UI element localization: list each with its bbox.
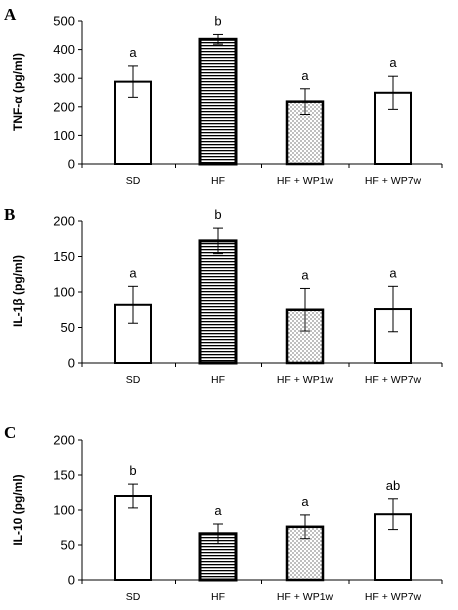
y-tick-label: 100 [53,285,75,300]
y-axis-label: TNF-α (pg/ml) [11,53,25,131]
x-tick-label: HF + WP1w [277,175,334,187]
y-axis-label: IL-1β (pg/ml) [11,255,25,327]
plot-area: 0 50 100 150 200 a SD b HF a HF + WP1w a HF + WP7w [53,207,443,386]
y-axis-label: IL-10 (pg/ml) [11,474,25,545]
y-tick-label: 400 [53,42,75,57]
panel-letter: C [4,423,16,442]
y-tick-label: 200 [53,99,75,114]
significance-label: b [214,13,221,28]
x-tick-label: HF + WP7w [365,175,422,187]
plot-area: 0 50 100 150 200 b SD a HF a HF + WP1w ab HF + WP7w [53,433,443,603]
significance-label: a [301,68,309,83]
y-tick-label: 0 [68,356,75,371]
significance-label: a [129,265,137,280]
panel-letter: A [4,5,17,24]
x-tick-label: HF [211,175,225,187]
significance-label: b [129,463,136,478]
significance-label: a [301,267,309,282]
x-tick-label: HF + WP7w [365,591,422,603]
significance-label: a [389,55,397,70]
y-tick-label: 100 [53,128,75,143]
bar [198,37,238,166]
x-tick-label: HF [211,374,225,386]
x-tick-label: HF + WP1w [277,591,334,603]
y-tick-label: 150 [53,249,75,264]
x-tick-label: HF + WP1w [277,374,334,386]
y-tick-label: 300 [53,71,75,86]
significance-label: a [129,45,137,60]
significance-label: a [301,494,309,509]
panel-c: C IL-10 (pg/ml) 0 50 100 150 200 b SD a HF a HF + … [4,423,443,603]
significance-label: a [214,503,222,518]
y-tick-label: 200 [53,433,75,448]
bar [374,91,412,165]
bar [114,80,152,165]
y-tick-label: 50 [61,320,75,335]
panel-b: B IL-1β (pg/ml) 0 50 100 150 200 a SD b HF a HF + … [4,205,443,386]
x-tick-label: SD [126,374,141,386]
x-tick-label: SD [126,175,141,187]
y-tick-label: 500 [53,14,75,29]
y-tick-label: 0 [68,157,75,172]
y-tick-label: 150 [53,468,75,483]
plot-area: 0 100 200 300 400 500 a SD b HF a HF + WP1w a HF + WP… [53,13,443,187]
y-tick-label: 50 [61,538,75,553]
panel-letter: B [4,205,15,224]
bar [114,495,152,581]
significance-label: b [214,207,221,222]
x-tick-label: HF + WP7w [365,374,422,386]
y-tick-label: 200 [53,214,75,229]
x-tick-label: SD [126,591,141,603]
bar [198,239,238,365]
panel-a: A TNF-α (pg/ml) 0 100 200 300 400 500 a SD b HF a H… [4,5,443,187]
x-tick-label: HF [211,591,225,603]
significance-label: ab [386,478,400,493]
y-tick-label: 0 [68,573,75,588]
significance-label: a [389,265,397,280]
y-tick-label: 100 [53,503,75,518]
